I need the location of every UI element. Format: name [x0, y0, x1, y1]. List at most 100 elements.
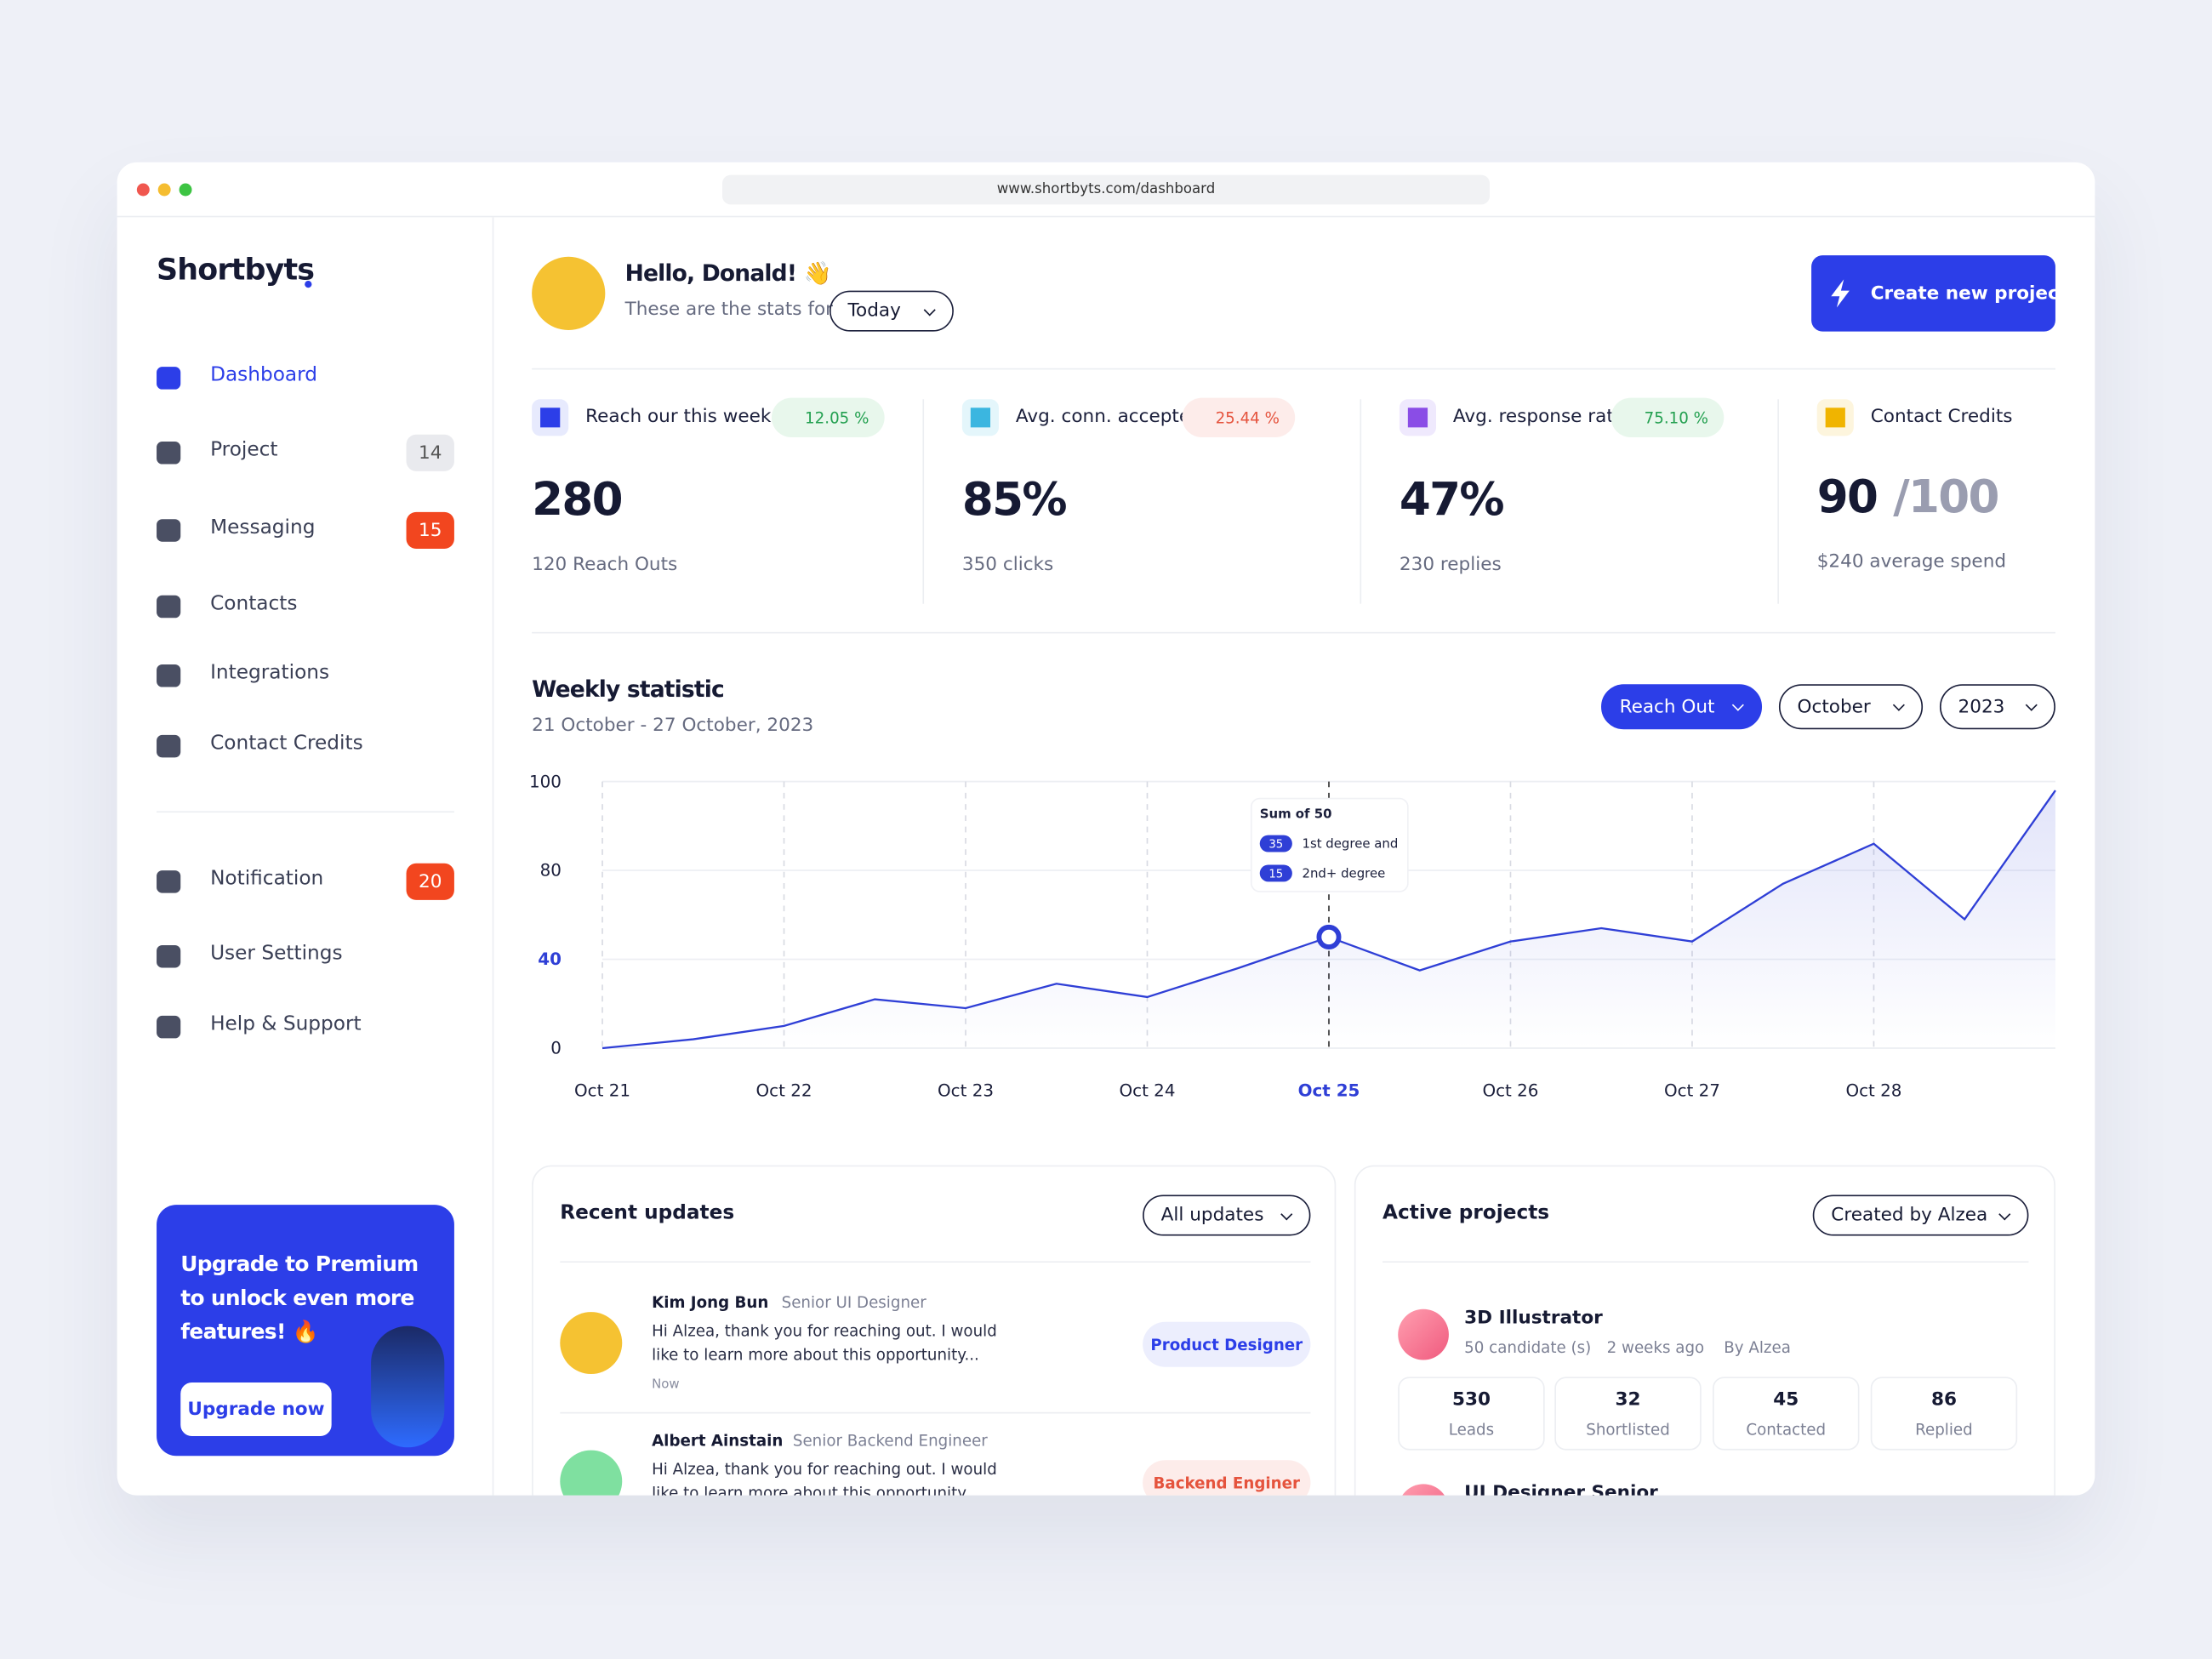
- nav-item[interactable]: Project: [210, 438, 278, 462]
- project-name: 3D Illustrator: [1464, 1308, 1603, 1329]
- card-title: Recent updates: [560, 1201, 735, 1225]
- nav-item[interactable]: Contacts: [210, 592, 298, 615]
- active-projects-card: Active projects Created by Alzea 3D Illu…: [1354, 1165, 2055, 1496]
- stat-icon: [961, 399, 999, 436]
- stat-note: $240 average spend: [1816, 551, 2007, 573]
- sidebar-border: [492, 217, 494, 1496]
- avatar: [560, 1312, 623, 1375]
- subtitle: These are the stats for: [624, 299, 834, 321]
- nav-item[interactable]: Messaging: [210, 516, 316, 539]
- stat-value: 47%: [1399, 472, 1505, 527]
- x-tick-label: Oct 21: [574, 1080, 630, 1100]
- metric-dropdown[interactable]: Reach Out: [1601, 684, 1763, 730]
- greeting: Hello, Donald! 👋: [624, 259, 832, 287]
- avatar: [560, 1450, 623, 1496]
- project-icon: [1398, 1308, 1449, 1360]
- stat-total: /100: [1893, 470, 1999, 524]
- weekly-range: 21 October - 27 October, 2023: [532, 715, 814, 737]
- promo-card: Upgrade to Premium to unlock even more f…: [157, 1205, 454, 1457]
- create-project-button[interactable]: Create new project: [1811, 255, 2067, 332]
- month-dropdown[interactable]: October: [1778, 684, 1924, 730]
- separator: [1777, 399, 1779, 604]
- nav-icon: [157, 595, 181, 619]
- robot-mascot: [371, 1325, 445, 1448]
- nav-badge: 15: [406, 511, 454, 550]
- separator: [1360, 399, 1362, 604]
- divider: [560, 1411, 1311, 1414]
- nav-item[interactable]: User Settings: [210, 942, 343, 966]
- x-tick-label: Oct 27: [1664, 1080, 1720, 1100]
- message: Hi Alzea, thank you for reaching out. I …: [652, 1321, 997, 1365]
- y-tick-label: 100: [529, 772, 562, 791]
- period-dropdown[interactable]: Today: [829, 290, 954, 332]
- stat-label: Contacted: [1746, 1420, 1827, 1440]
- projects-filter[interactable]: Created by Alzea: [1812, 1194, 2029, 1236]
- stat-label: Replied: [1915, 1420, 1973, 1440]
- stat-note: 120 Reach Outs: [532, 554, 678, 576]
- stat-note: 350 clicks: [961, 554, 1054, 576]
- year-dropdown[interactable]: 2023: [1939, 684, 2055, 730]
- stat-value: 45: [1773, 1389, 1799, 1411]
- card-title: Active projects: [1382, 1201, 1550, 1225]
- stat-note: 230 replies: [1399, 554, 1502, 576]
- sender-name: Albert Ainstain: [652, 1432, 784, 1451]
- weekly-title: Weekly statistic: [532, 676, 725, 703]
- tooltip-pill: [1259, 864, 1292, 882]
- logo: Shortbyts: [157, 252, 315, 287]
- url-bar[interactable]: www.shortbyts.com/dashboard: [721, 174, 1491, 205]
- y-tick-label: 80: [540, 861, 562, 881]
- upgrade-button[interactable]: Upgrade now: [180, 1382, 332, 1437]
- divider: [157, 811, 454, 813]
- nav-icon: [157, 870, 181, 893]
- nav-item[interactable]: Notification: [210, 867, 324, 891]
- toolbar: [117, 162, 2095, 218]
- logo-dot: [305, 280, 312, 288]
- nav-icon: [157, 1015, 181, 1039]
- stat-label: Contact Credits: [1870, 406, 2013, 428]
- sender-name: Kim Jong Bun: [652, 1293, 769, 1313]
- stat-label: Avg. conn. accepted: [1015, 406, 1202, 428]
- tooltip-pill: [1259, 835, 1292, 852]
- stat-label: Reach our this week: [585, 406, 772, 428]
- x-tick-label: Oct 26: [1482, 1080, 1538, 1100]
- nav-icon: [157, 367, 181, 390]
- project-name: UI Designer Senior: [1464, 1482, 1658, 1496]
- nav-badge: 14: [406, 434, 454, 471]
- y-tick-label: 40: [538, 949, 562, 969]
- close-dot[interactable]: [136, 183, 150, 197]
- nav-icon: [157, 664, 181, 687]
- role-tag: Product Designer: [1143, 1321, 1311, 1367]
- x-tick-label: Oct 24: [1120, 1080, 1176, 1100]
- sender-role: Senior UI Designer: [781, 1293, 926, 1313]
- nav-item[interactable]: Contact Credits: [210, 732, 363, 755]
- divider: [1382, 1261, 2029, 1263]
- max-dot[interactable]: [179, 183, 192, 197]
- highlight-point: [1316, 924, 1342, 949]
- chart: 0 40 80 100 Oct 21 Oct 22 Oct 23 Oct 24 Oct 25 Oc…: [529, 772, 2056, 1100]
- stat-label: Leads: [1448, 1420, 1495, 1440]
- stat-icon: [1816, 399, 1854, 436]
- stat-label: Avg. response rate: [1452, 406, 1626, 428]
- stat-icon: [532, 399, 569, 436]
- tooltip-value: 35: [1268, 839, 1283, 852]
- project-meta: 2 weeks ago: [1606, 1338, 1705, 1358]
- divider: [560, 1261, 1311, 1263]
- nav-item[interactable]: Help & Support: [210, 1012, 362, 1036]
- updates-filter[interactable]: All updates: [1143, 1194, 1311, 1236]
- nav-item[interactable]: Integrations: [210, 661, 330, 685]
- min-dot[interactable]: [157, 183, 171, 197]
- stat-icon: [1399, 399, 1437, 436]
- project-stat: 530 Leads: [1398, 1377, 1545, 1451]
- project-icon: [1398, 1484, 1449, 1496]
- tooltip-title: Sum of 50: [1260, 807, 1332, 822]
- x-tick-label: Oct 22: [756, 1080, 812, 1100]
- nav-item[interactable]: Dashboard: [210, 363, 318, 387]
- project-meta: 50 candidate (s): [1464, 1338, 1592, 1358]
- tooltip-label: 1st degree and: [1302, 836, 1398, 852]
- project-stat: 32 Shortlisted: [1554, 1377, 1702, 1451]
- x-tick-label: Oct 25: [1298, 1080, 1360, 1100]
- stat-value: 32: [1615, 1389, 1641, 1411]
- stat-value: 90: [1816, 470, 1878, 524]
- bolt-icon: [1831, 279, 1850, 308]
